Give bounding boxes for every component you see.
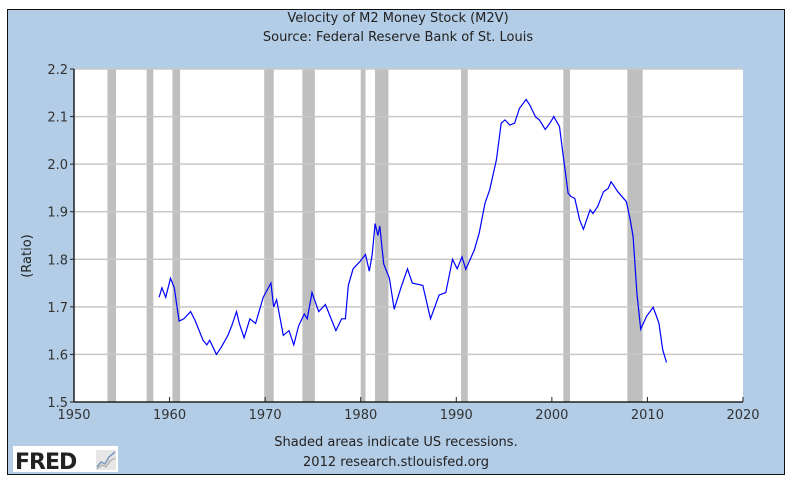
recession-band — [172, 69, 181, 402]
chart-subtitle: Source: Federal Reserve Bank of St. Loui… — [263, 30, 533, 45]
x-tick-label: 1950 — [57, 408, 90, 423]
x-tick-label: 1970 — [249, 408, 282, 423]
recession-band — [627, 69, 643, 402]
recession-band — [264, 69, 274, 402]
x-tick-label: 1990 — [440, 408, 473, 423]
x-tick-label: 2000 — [535, 408, 568, 423]
y-tick-label: 2.1 — [47, 111, 68, 126]
y-tick-label: 2.0 — [47, 158, 68, 173]
recession-bands — [107, 69, 643, 402]
y-tick-label: 1.9 — [47, 206, 68, 221]
source-credit[interactable]: 2012 research.stlouisfed.org — [303, 455, 489, 470]
x-tick-label: 1980 — [344, 408, 377, 423]
recession-band — [107, 69, 117, 402]
recession-band — [563, 69, 571, 402]
recession-band — [302, 69, 315, 402]
fred-logo[interactable]: FRED — [13, 446, 118, 475]
recession-band — [461, 69, 468, 402]
series-line-m2v — [158, 98, 668, 363]
y-tick-label: 1.8 — [47, 253, 68, 268]
x-tick-label: 2010 — [631, 408, 664, 423]
recession-band — [146, 69, 154, 402]
fred-logo-chart-icon — [96, 450, 116, 470]
y-tick-label: 1.5 — [47, 396, 68, 411]
axes — [70, 68, 744, 403]
y-axis-label: (Ratio) — [20, 234, 35, 278]
y-tick-label: 2.2 — [47, 63, 68, 78]
chart-title: Velocity of M2 Money Stock (M2V) — [287, 11, 508, 26]
recession-band — [360, 69, 366, 402]
recession-note: Shaded areas indicate US recessions. — [274, 435, 517, 450]
y-tick-label: 1.7 — [47, 301, 68, 316]
fred-logo-text: FRED — [15, 450, 77, 475]
gridlines — [74, 68, 743, 356]
x-tick-label: 2020 — [726, 408, 759, 423]
recession-band — [375, 69, 389, 402]
y-tick-label: 1.6 — [47, 348, 68, 363]
x-tick-label: 1960 — [153, 408, 186, 423]
tick-labels: 1.5 1.6 1.7 1.8 1.9 2.0 2.1 2.2 1950 1960 1970 1980… — [47, 63, 759, 423]
